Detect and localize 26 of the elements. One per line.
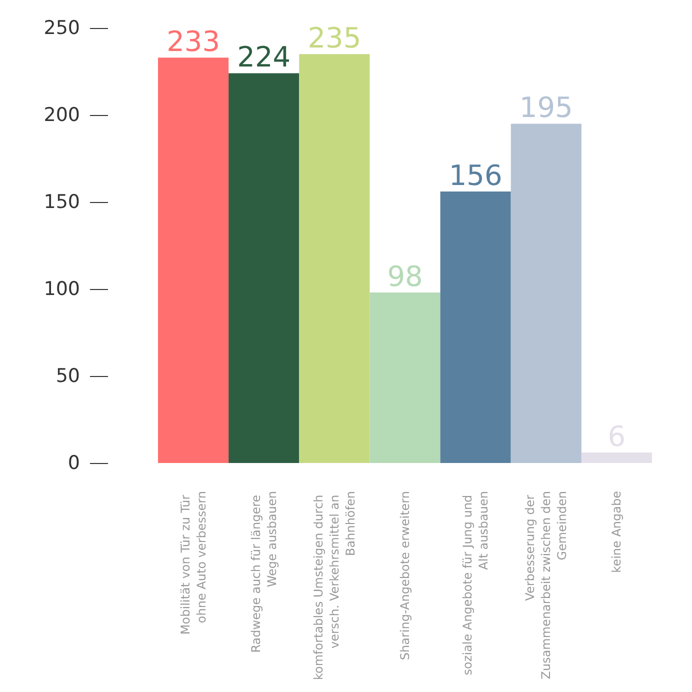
data-label: 98 (387, 260, 423, 293)
x-tick-label: soziale Angebote für Jung und Alt ausbauen (460, 491, 491, 676)
x-tick-label: Verbesserung der Zusammenarbeit zwischen den Gemeinden (523, 491, 570, 680)
x-tick-label: komfortables Umsteigen durch versch. Verkehrsmittel an Bahnhöfen (311, 491, 358, 680)
data-label: 195 (519, 91, 573, 124)
y-tick-label: 50 (56, 365, 80, 387)
x-tick-label: Radwege auch für längere Wege ausbauen (248, 491, 279, 653)
bar (581, 452, 652, 463)
y-tick-label: 0 (68, 452, 80, 474)
y-tick-label: 250 (44, 17, 80, 39)
bar (370, 292, 440, 463)
bar (440, 192, 511, 463)
x-tick-label: Sharing-Angebote erweitern (398, 491, 412, 660)
y-tick-label: 200 (44, 104, 80, 126)
data-label: 156 (448, 159, 502, 192)
bar (299, 54, 370, 463)
data-label: 224 (237, 40, 291, 74)
y-tick-label: 150 (44, 191, 80, 213)
bar (510, 124, 582, 463)
x-tick-label: Mobilität von Tür zu Tür ohne Auto verbessern (178, 491, 208, 635)
y-tick-label: 100 (44, 278, 80, 300)
bar (228, 73, 300, 463)
bar (158, 58, 229, 463)
data-label: 235 (308, 22, 362, 55)
x-tick-label: keine Angabe (610, 491, 624, 573)
data-label: 233 (166, 25, 220, 58)
